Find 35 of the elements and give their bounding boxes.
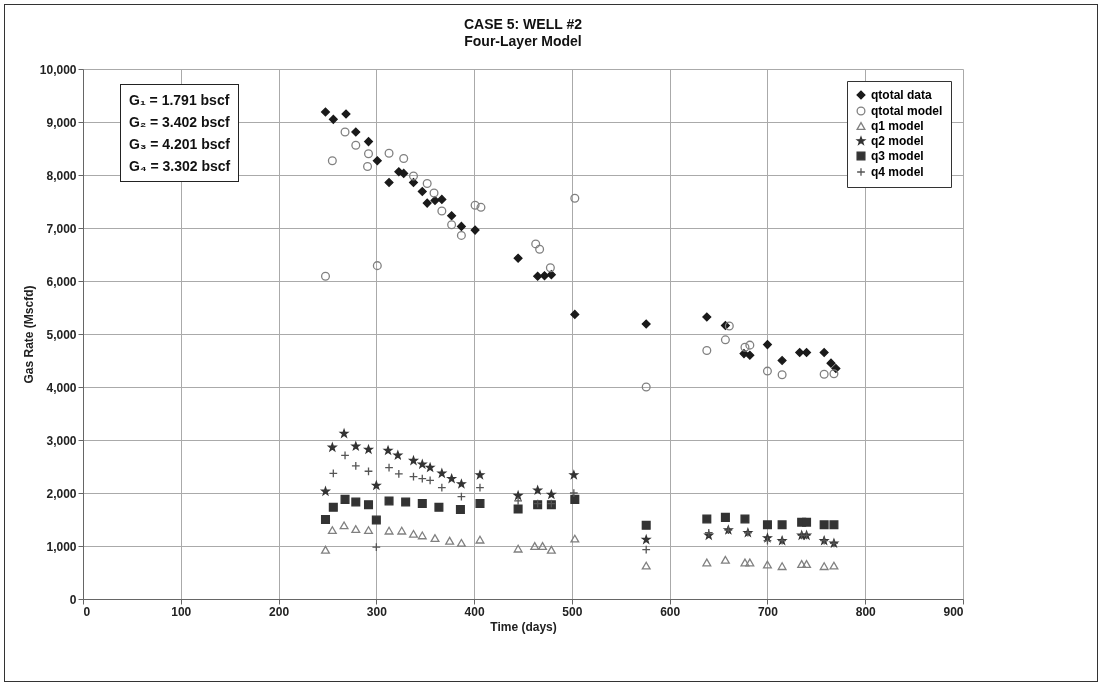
x-tick-label: 200 xyxy=(269,604,290,619)
y-tick-label: 10,000 xyxy=(39,62,77,77)
x-tick-label: 500 xyxy=(562,604,583,619)
x-tick-label: 900 xyxy=(943,604,964,619)
annotation: G₄ = 3.302 bscf xyxy=(129,157,231,176)
x-tick-label: 100 xyxy=(171,604,192,619)
y-tick-label: 1,000 xyxy=(46,539,77,554)
y-tick-label: 3,000 xyxy=(46,433,77,448)
annotation: G₂ = 3.402 bscf xyxy=(129,113,231,132)
x-tick-label: 400 xyxy=(464,604,485,619)
annotation: G₃ = 4.201 bscf xyxy=(129,135,231,154)
y-tick-label: 0 xyxy=(69,592,77,607)
legend-label: qtotal data xyxy=(871,88,932,102)
x-tick-label: 700 xyxy=(757,604,779,619)
annotation: G₁ = 1.791 bscf xyxy=(129,91,231,110)
x-axis-title: Time (days) xyxy=(490,619,557,634)
y-tick-label: 9,000 xyxy=(46,115,77,130)
y-tick-label: 8,000 xyxy=(46,168,77,183)
x-tick-label: 600 xyxy=(660,604,681,619)
legend-label: qtotal model xyxy=(871,104,943,118)
y-axis-title: Gas Rate (Mscfd) xyxy=(21,285,36,384)
chart-subtitle: Four-Layer Model xyxy=(464,33,582,49)
chart-title: CASE 5: WELL #2 xyxy=(464,16,583,32)
legend-label: q3 model xyxy=(871,149,924,163)
y-tick-label: 6,000 xyxy=(46,274,77,289)
legend-label: q4 model xyxy=(871,165,924,179)
y-tick-label: 2,000 xyxy=(46,486,77,501)
legend-label: q2 model xyxy=(871,134,924,148)
legend-label: q1 model xyxy=(871,119,924,133)
x-tick-label: 300 xyxy=(366,604,388,619)
y-tick-label: 7,000 xyxy=(46,221,77,236)
y-tick-label: 4,000 xyxy=(46,380,77,395)
x-tick-label: 800 xyxy=(855,604,877,619)
y-tick-label: 5,000 xyxy=(46,327,77,342)
x-tick-label: 0 xyxy=(83,604,91,619)
